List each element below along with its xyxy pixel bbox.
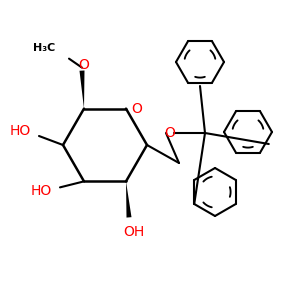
Text: O: O: [131, 102, 142, 116]
Text: O: O: [79, 58, 89, 72]
Polygon shape: [126, 182, 131, 218]
Polygon shape: [80, 70, 85, 109]
Text: O: O: [165, 126, 176, 140]
Text: HO: HO: [31, 184, 52, 198]
Text: HO: HO: [10, 124, 31, 138]
Text: H₃C: H₃C: [33, 43, 55, 52]
Text: OH: OH: [123, 225, 145, 239]
